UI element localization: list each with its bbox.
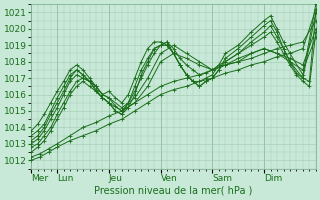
- X-axis label: Pression niveau de la mer( hPa ): Pression niveau de la mer( hPa ): [94, 186, 253, 196]
